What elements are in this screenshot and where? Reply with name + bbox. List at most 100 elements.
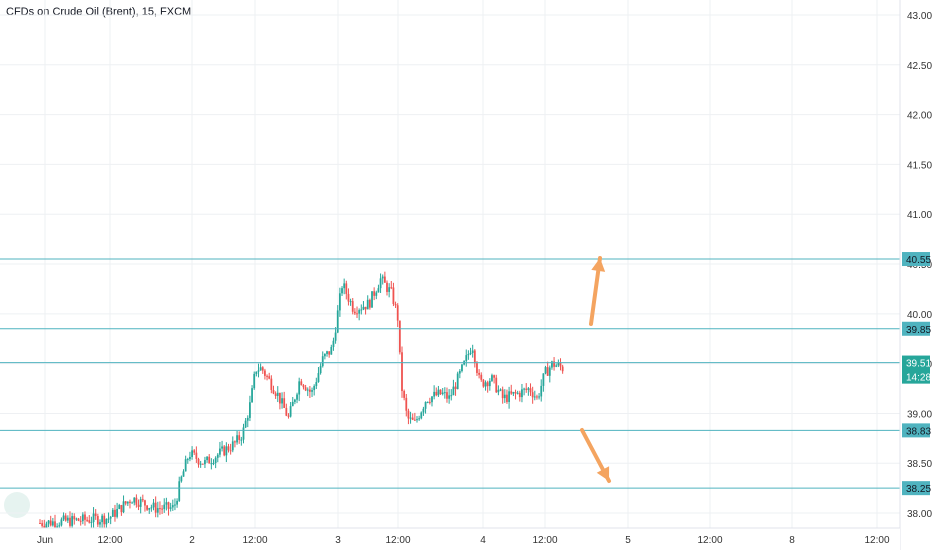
candle-body (73, 516, 76, 520)
candle-body (304, 387, 307, 391)
candle-body (433, 391, 436, 397)
candle-body (332, 340, 335, 347)
y-tick-label: 42.50 (907, 61, 932, 72)
candle-body (62, 515, 65, 520)
candle-body (51, 521, 54, 526)
candle-body (330, 346, 333, 355)
candle-body (405, 397, 408, 411)
candle-body (293, 399, 296, 402)
candle-body (527, 388, 530, 390)
candle-body (321, 356, 324, 367)
candle-body (497, 389, 500, 393)
candle-body (396, 305, 399, 321)
candle-body (146, 505, 148, 510)
candle-body (291, 401, 294, 407)
candle-body (159, 508, 161, 510)
candle-body (191, 450, 193, 457)
candle-body (169, 507, 172, 509)
candle-body (131, 502, 134, 504)
candle-body (341, 288, 343, 294)
candle-body (154, 502, 157, 513)
candle-body (137, 504, 140, 507)
candle-body (135, 497, 138, 505)
candle-body (512, 392, 515, 394)
candle-body (210, 463, 213, 465)
y-tick-label: 40.00 (907, 310, 932, 321)
candle-body (491, 375, 493, 381)
candle-body (54, 521, 56, 528)
candle-body (328, 351, 331, 355)
candle-body (518, 392, 521, 398)
x-tick-label: 12:00 (532, 535, 557, 546)
candle-body (92, 513, 95, 523)
candle-body (313, 386, 316, 391)
candle-body (150, 507, 153, 509)
candle-body (390, 287, 393, 289)
level-label-bg (902, 481, 930, 496)
candle-body (133, 497, 136, 503)
candle-body (289, 406, 292, 417)
candle-body (435, 391, 438, 396)
candle-body (533, 396, 536, 398)
candle-body (171, 505, 174, 508)
candle-body (351, 301, 354, 312)
candle-body (103, 515, 106, 525)
candle-body (401, 352, 403, 391)
candle-body (212, 463, 215, 465)
candle-body (77, 518, 80, 521)
candle-body (418, 418, 421, 420)
candle-body (129, 501, 131, 503)
tradingview-logo[interactable] (4, 492, 30, 518)
candle-body (471, 350, 474, 353)
candle-body (79, 520, 82, 522)
candle-body (182, 471, 185, 477)
candle-body (261, 367, 264, 371)
candle-body (156, 508, 159, 513)
candle-body (446, 392, 448, 399)
candle-body (373, 291, 376, 296)
candle-body (538, 396, 540, 398)
candle-body (208, 456, 211, 464)
candle-body (308, 389, 311, 392)
candle-body (394, 304, 397, 306)
candle-body (478, 372, 481, 375)
candle-body (116, 508, 119, 517)
level-label: 39.85 (906, 325, 931, 336)
candle-body (178, 481, 181, 501)
x-tick-label: 12:00 (864, 535, 889, 546)
candle-body (437, 389, 440, 396)
candle-body (60, 519, 63, 526)
candle-body (323, 353, 326, 357)
candle-body (338, 293, 341, 311)
candle-body (165, 502, 168, 505)
candle-body (553, 361, 555, 367)
x-tick-label: Jun (37, 535, 53, 546)
candle-body (366, 299, 369, 310)
candle-body (388, 287, 391, 292)
candle-body (555, 365, 558, 367)
candle-body (557, 362, 560, 366)
candle-body (503, 394, 506, 399)
candle-body (118, 505, 121, 509)
candle-body (298, 381, 301, 395)
candle-body (439, 389, 442, 395)
candle-body (225, 446, 228, 456)
candle-body (546, 367, 549, 376)
candle-body (383, 276, 386, 283)
candle-body (47, 520, 50, 524)
candle-body (58, 525, 61, 527)
candle-body (84, 514, 86, 520)
y-tick-label: 41.00 (907, 210, 932, 221)
candle-body (281, 398, 283, 404)
candle-body (39, 523, 41, 525)
candle-body (508, 391, 510, 402)
candle-body (229, 450, 232, 452)
candle-body (362, 306, 365, 310)
candle-body (214, 457, 217, 464)
candle-body (236, 435, 238, 443)
candle-body (501, 389, 504, 399)
candle-body (476, 363, 478, 373)
candle-body (523, 388, 525, 390)
candle-body (249, 402, 251, 418)
